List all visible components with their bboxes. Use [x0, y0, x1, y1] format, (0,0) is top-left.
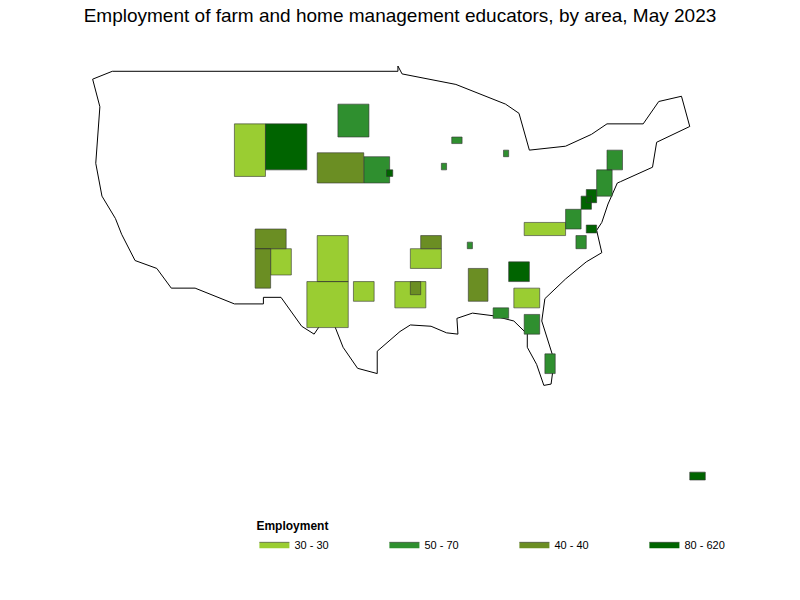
svg-text:Employment of farm and home ma: Employment of farm and home management e…	[84, 5, 717, 26]
svg-text:Employment: Employment	[256, 519, 328, 533]
svg-text:30 - 30: 30 - 30	[294, 539, 328, 551]
svg-text:Blank areas indicate data not: Blank areas indicate data not available.	[305, 599, 496, 600]
svg-text:80 - 620: 80 - 620	[684, 539, 724, 551]
svg-text:50 - 70: 50 - 70	[424, 539, 458, 551]
svg-text:40 - 40: 40 - 40	[554, 539, 588, 551]
